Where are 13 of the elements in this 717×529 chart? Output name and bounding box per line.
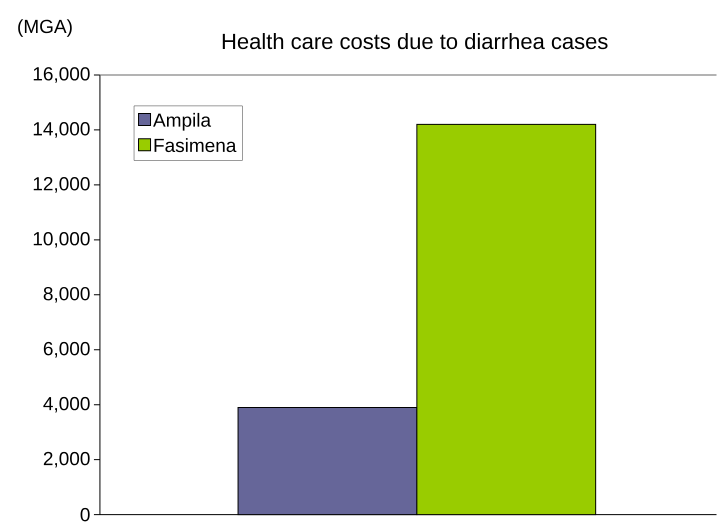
- y-tick-label: 16,000: [34, 67, 90, 83]
- y-tick-label: 8,000: [44, 287, 90, 303]
- chart-title: Health care costs due to diarrhea cases: [222, 33, 608, 50]
- y-tick-label: 2,000: [44, 452, 90, 468]
- y-tick-label: 10,000: [34, 232, 90, 248]
- y-axis-title: (MGA): [18, 19, 72, 38]
- y-tick-label: 4,000: [43, 397, 90, 413]
- y-tick-label: 6,000: [44, 342, 90, 358]
- legend-label: Fasimena: [154, 138, 236, 152]
- legend-label: Ampila: [153, 113, 212, 131]
- y-tick-label: 14,000: [34, 122, 90, 138]
- y-tick-label: 12,000: [34, 177, 90, 193]
- y-tick-label: 0: [80, 508, 90, 522]
